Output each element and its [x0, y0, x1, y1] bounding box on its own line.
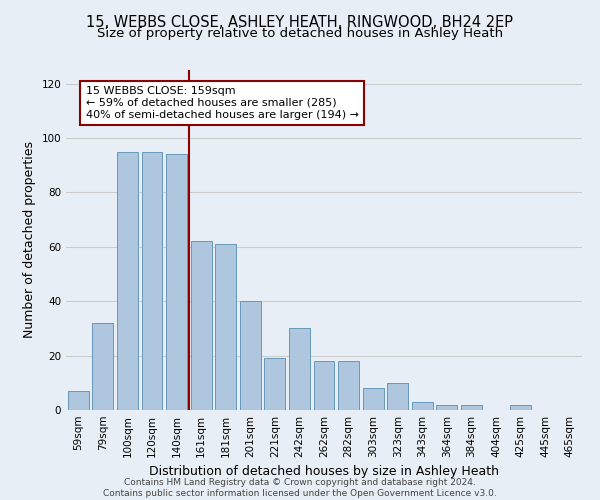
Text: 15 WEBBS CLOSE: 159sqm
← 59% of detached houses are smaller (285)
40% of semi-de: 15 WEBBS CLOSE: 159sqm ← 59% of detached… [86, 86, 359, 120]
Bar [412, 402, 433, 410]
Bar [510, 404, 531, 410]
Bar [215, 244, 236, 410]
Bar [166, 154, 187, 410]
Bar [142, 152, 163, 410]
Bar [387, 383, 408, 410]
Text: Size of property relative to detached houses in Ashley Heath: Size of property relative to detached ho… [97, 28, 503, 40]
Bar [314, 361, 334, 410]
Bar [240, 301, 261, 410]
Text: Contains HM Land Registry data © Crown copyright and database right 2024.
Contai: Contains HM Land Registry data © Crown c… [103, 478, 497, 498]
Bar [117, 152, 138, 410]
Bar [436, 404, 457, 410]
Y-axis label: Number of detached properties: Number of detached properties [23, 142, 36, 338]
Bar [338, 361, 359, 410]
Bar [92, 323, 113, 410]
Bar [191, 242, 212, 410]
Bar [289, 328, 310, 410]
Bar [461, 404, 482, 410]
X-axis label: Distribution of detached houses by size in Ashley Heath: Distribution of detached houses by size … [149, 466, 499, 478]
Bar [265, 358, 286, 410]
Bar [68, 391, 89, 410]
Text: 15, WEBBS CLOSE, ASHLEY HEATH, RINGWOOD, BH24 2EP: 15, WEBBS CLOSE, ASHLEY HEATH, RINGWOOD,… [86, 15, 514, 30]
Bar [362, 388, 383, 410]
